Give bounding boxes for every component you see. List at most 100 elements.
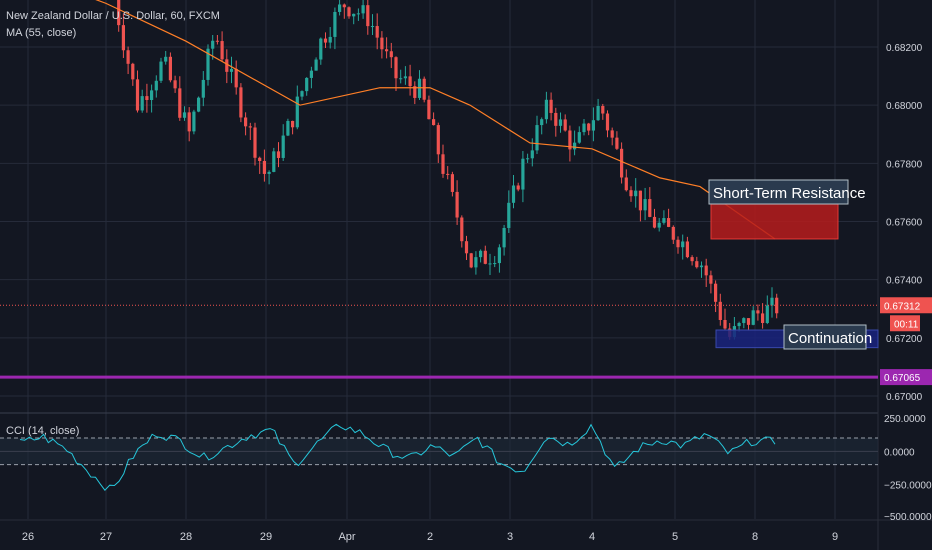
candle-body <box>291 120 295 128</box>
candle-body <box>535 125 539 151</box>
candle-body <box>192 111 196 132</box>
price-tick-label: 0.68000 <box>886 101 923 112</box>
candle-body <box>201 79 205 98</box>
candle-body <box>587 123 591 131</box>
candle-body <box>121 25 125 51</box>
time-tick-label: 2 <box>427 531 433 543</box>
candle-body <box>154 80 158 91</box>
candle-body <box>573 142 577 150</box>
candle-body <box>629 190 633 197</box>
candle-body <box>225 59 229 72</box>
candle-body <box>596 105 600 121</box>
current-price-tag <box>880 297 932 314</box>
candle-body <box>554 112 558 126</box>
cci-tick-label: 250.0000 <box>884 414 926 425</box>
candle-body <box>239 87 243 118</box>
candle-body <box>521 158 525 190</box>
symbol-title: New Zealand Dollar / U.S. Dollar, 60, FX… <box>6 10 220 22</box>
candle-body <box>145 96 149 101</box>
price-tick-label: 0.67800 <box>886 159 923 170</box>
time-tick-label: 27 <box>100 531 112 543</box>
time-tick-label: 4 <box>589 531 595 543</box>
candle-body <box>314 59 318 71</box>
candle-body <box>761 313 765 323</box>
candle-body <box>356 13 360 15</box>
candle-body <box>197 97 201 112</box>
candle-body <box>765 305 769 323</box>
candle-body <box>436 125 440 155</box>
candle-body <box>582 123 586 133</box>
candle-body <box>408 76 412 87</box>
candle-body <box>648 199 652 217</box>
candle-body <box>605 113 610 131</box>
candle-body <box>699 265 704 268</box>
candle-body <box>323 38 328 43</box>
candle-body <box>380 37 384 50</box>
candle-body <box>300 91 304 97</box>
time-tick-label: 8 <box>752 531 758 543</box>
current-price-value: 0.67312 <box>884 301 921 312</box>
time-tick-label: 29 <box>260 531 272 543</box>
candle-body <box>220 41 224 60</box>
candle-body <box>568 130 572 150</box>
time-tick-label: 5 <box>672 531 678 543</box>
candle-body <box>507 202 511 228</box>
candle-body <box>427 99 431 120</box>
candle-body <box>479 250 483 258</box>
candle-body <box>338 4 342 12</box>
candle-body <box>620 148 624 178</box>
candle-body <box>211 40 215 49</box>
candle-body <box>399 78 403 80</box>
candle-body <box>173 80 177 89</box>
candle-body <box>253 127 257 158</box>
candle-body <box>601 105 605 114</box>
candle-body <box>544 99 548 120</box>
candle-body <box>276 151 281 158</box>
candle-body <box>737 323 741 327</box>
candle-body <box>610 130 614 138</box>
candle-body <box>229 68 234 72</box>
candle-body <box>615 137 619 149</box>
candle-body <box>714 283 718 302</box>
countdown-tag <box>890 315 920 332</box>
candle-body <box>413 86 417 98</box>
candle-body <box>652 216 657 228</box>
time-tick-label: 28 <box>180 531 192 543</box>
candle-body <box>671 226 675 240</box>
candle-body <box>375 26 379 38</box>
resistance-label: Short-Term Resistance <box>713 185 866 202</box>
candle-body <box>756 310 760 314</box>
candle-body <box>432 119 436 126</box>
candle-body <box>370 26 375 28</box>
candle-body <box>117 0 121 26</box>
candle-body <box>417 78 422 98</box>
candle-body <box>305 77 309 92</box>
candle-body <box>385 49 389 52</box>
candle-body <box>258 157 262 161</box>
candle-body <box>718 301 722 320</box>
candle-body <box>657 222 661 228</box>
cci-line <box>19 423 776 491</box>
candle-body <box>770 297 774 306</box>
candle-body <box>286 120 290 136</box>
candle-body <box>295 96 299 128</box>
price-tick-label: 0.68200 <box>886 43 923 54</box>
candle-body <box>182 112 187 118</box>
candle-body <box>309 70 313 78</box>
candle-body <box>704 265 708 276</box>
candle-body <box>248 126 252 128</box>
time-tick-label: 26 <box>22 531 34 543</box>
candle-body <box>558 119 563 126</box>
candle-body <box>483 250 487 264</box>
price-tick-label: 0.67200 <box>886 334 923 345</box>
resistance-label-box <box>708 179 849 205</box>
candle-body <box>150 90 154 101</box>
candle-body <box>178 88 182 118</box>
price-tick-label: 0.67600 <box>886 218 923 229</box>
price-tick-label: 0.67400 <box>886 276 923 287</box>
candle-body <box>634 190 638 197</box>
candle-body <box>469 253 473 268</box>
candle-body <box>690 257 694 262</box>
